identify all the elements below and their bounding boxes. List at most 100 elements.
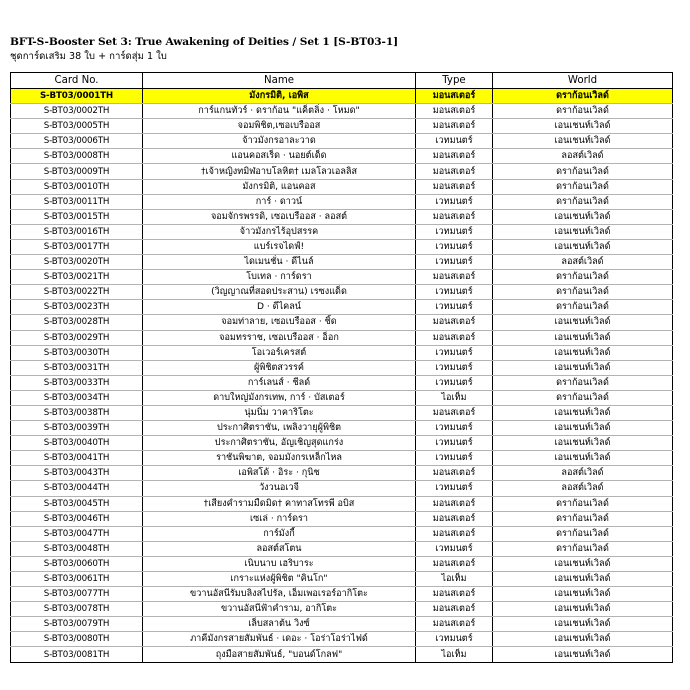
cell-type: มอนสเตอร์ <box>415 87 493 105</box>
cell-type: เวทมนตร์ <box>415 374 493 391</box>
cell-card-no: S-BT03/0061TH <box>10 570 143 588</box>
table-row: S-BT03/0081TH ถุงมือสายสัมพันธ์, "บอนด์โก… <box>10 646 673 663</box>
cell-type: มอนสเตอร์ <box>415 586 493 603</box>
cell-card-no: S-BT03/0040TH <box>10 435 143 452</box>
table-row: S-BT03/0016TH จ้าวมังกรไร้อุปสรรค เวทมนตร์… <box>10 223 673 240</box>
cell-card-no: S-BT03/0077TH <box>10 586 143 603</box>
cell-type: เวทมนตร์ <box>415 435 493 452</box>
cell-card-no: S-BT03/0080TH <box>10 631 143 648</box>
cell-name: D · ดีไคลน์ <box>142 299 416 316</box>
cell-name: มังกรมิติ, เอพิส <box>142 87 416 105</box>
cell-card-no: S-BT03/0044TH <box>10 480 143 497</box>
cell-name: การ์เลนส์ · ชีลด์ <box>142 374 416 391</box>
cell-name: ผู้พิชิตสวรรค์ <box>142 359 416 376</box>
cell-name: เซเล่ · การ์ดรา <box>142 510 416 527</box>
cell-name: †เสียงคำรามมืดมิด† คาทาสโทรพี อบิส <box>142 495 416 512</box>
cell-card-no: S-BT03/0033TH <box>10 374 143 391</box>
cell-type: มอนสเตอร์ <box>415 555 493 573</box>
cell-type: มอนสเตอร์ <box>415 118 493 135</box>
cell-name: การ์มังกี้ <box>142 525 416 542</box>
table-row: S-BT03/0034TH ดาบใหญ่มังกรเทพ, การ์ · บัส… <box>10 389 673 406</box>
cell-world: ลอสต์เวิลด์ <box>492 148 673 165</box>
cell-world: เอนเชนท์เวิลด์ <box>492 555 673 573</box>
table-row: S-BT03/0005TH จอมพิชิต,เซอเบรืออส มอนสเตอร… <box>10 118 673 135</box>
table-row: S-BT03/0040TH ประกาศิตราชัน, อัญเชิญสุดแก… <box>10 435 673 452</box>
table-row: S-BT03/0077TH ขวานอัสนีรัมบลิงสไปรัล, เอ็… <box>10 586 673 603</box>
cell-world: เอนเชนท์เวิลด์ <box>492 223 673 240</box>
cell-card-no: S-BT03/0038TH <box>10 404 143 422</box>
cell-world: ดราก้อนเวิลด์ <box>492 540 673 557</box>
table-header-row: Card No. Name Type World <box>10 72 673 89</box>
column-header-type: Type <box>415 72 493 89</box>
cell-name: มังกรมิติ, แอนคอส <box>142 178 416 195</box>
cell-type: มอนสเตอร์ <box>415 314 493 331</box>
cell-card-no: S-BT03/0081TH <box>10 646 143 663</box>
cell-type: ไอเท็ม <box>415 389 493 406</box>
table-row: S-BT03/0041TH ราชันพิฆาต, จอมมังกรเหล็กไห… <box>10 450 673 467</box>
page-subtitle: ชุดการ์ดเสริม 38 ใบ + การ์ดสุ่ม 1 ใบ <box>10 51 167 62</box>
cell-world: ดราก้อนเวิลด์ <box>492 374 673 391</box>
cell-card-no: S-BT03/0028TH <box>10 314 143 331</box>
cell-name: วังวนอเวจี <box>142 480 416 497</box>
table-row: S-BT03/0029TH จอมทรราช, เซอเบรืออส · อ็อก… <box>10 329 673 346</box>
cell-card-no: S-BT03/0005TH <box>10 118 143 135</box>
cell-type: เวทมนตร์ <box>415 238 493 256</box>
cell-card-no: S-BT03/0011TH <box>10 193 143 210</box>
cell-card-no: S-BT03/0029TH <box>10 329 143 346</box>
cell-name: การ์ · ดาวน์ <box>142 193 416 210</box>
cell-world: ดราก้อนเวิลด์ <box>492 269 673 286</box>
cell-name: ลอสต์สโตน <box>142 540 416 557</box>
cell-card-no: S-BT03/0009TH <box>10 163 143 180</box>
cell-world: เอนเชนท์เวิลด์ <box>492 450 673 467</box>
cell-world: เอนเชนท์เวิลด์ <box>492 601 673 618</box>
cell-card-no: S-BT03/0047TH <box>10 525 143 542</box>
cell-world: ดราก้อนเวิลด์ <box>492 299 673 316</box>
cell-name: เกราะแห่งผู้พิชิต "คินโก" <box>142 570 416 588</box>
table-row: S-BT03/0028TH จอมท่าลาย, เซอเบรืออส · ชิ้… <box>10 314 673 331</box>
table-row: S-BT03/0001TH มังกรมิติ, เอพิส มอนสเตอร์ ดร… <box>10 87 673 105</box>
table-row: S-BT03/0060TH เนิบนาบ เฮริบาระ มอนสเตอร์ เอ… <box>10 555 673 573</box>
cell-type: มอนสเตอร์ <box>415 208 493 225</box>
cell-world: ดราก้อนเวิลด์ <box>492 510 673 527</box>
cell-type: มอนสเตอร์ <box>415 601 493 618</box>
table-row: S-BT03/0008TH แอนคอสเร็ด · นอยต์เด็ด มอนสเ… <box>10 148 673 165</box>
cell-type: มอนสเตอร์ <box>415 103 493 120</box>
table-row: S-BT03/0079TH เล็บสลาต้น วิงซ์ มอนสเตอร์ เอ… <box>10 616 673 633</box>
cell-world: เอนเชนท์เวิลด์ <box>492 238 673 256</box>
table-row: S-BT03/0009TH †เจ้าหญิงทมิฬอาบโลหิต† เมลโ… <box>10 163 673 180</box>
title-block: BFT-S-Booster Set 3: True Awakening of D… <box>10 36 682 63</box>
cell-world: เอนเชนท์เวิลด์ <box>492 586 673 603</box>
cell-name: ภาคีมังกรสายสัมพันธ์ · เดอะ · โอร่าโอร่า… <box>142 631 416 648</box>
cell-type: มอนสเตอร์ <box>415 465 493 482</box>
cell-name: แบร์เรจไดฟ์! <box>142 238 416 256</box>
cell-name: ประกาศิตราชัน, เพลิงวายุผู้พิชิต <box>142 420 416 437</box>
cell-world: เอนเชนท์เวิลด์ <box>492 208 673 225</box>
cell-type: เวทมนตร์ <box>415 450 493 467</box>
cell-world: ดราก้อนเวิลด์ <box>492 193 673 210</box>
cell-name: จ้าวมังกรอาละวาด <box>142 133 416 150</box>
table-row: S-BT03/0031TH ผู้พิชิตสวรรค์ เวทมนตร์ เอนเช… <box>10 359 673 376</box>
cell-world: ลอสต์เวิลด์ <box>492 254 673 271</box>
cell-name: เอพิสโด้ · อิระ · กุนิช <box>142 465 416 482</box>
cell-world: ดราก้อนเวิลด์ <box>492 525 673 542</box>
cell-world: ดราก้อนเวิลด์ <box>492 495 673 512</box>
table-row: S-BT03/0080TH ภาคีมังกรสายสัมพันธ์ · เดอะ… <box>10 631 673 648</box>
cell-card-no: S-BT03/0021TH <box>10 269 143 286</box>
cell-card-no: S-BT03/0079TH <box>10 616 143 633</box>
cell-card-no: S-BT03/0006TH <box>10 133 143 150</box>
column-header-world: World <box>492 72 673 89</box>
cell-world: เอนเชนท์เวิลด์ <box>492 646 673 663</box>
cell-world: เอนเชนท์เวิลด์ <box>492 616 673 633</box>
cell-card-no: S-BT03/0048TH <box>10 540 143 557</box>
cell-world: เอนเชนท์เวิลด์ <box>492 435 673 452</box>
cell-type: มอนสเตอร์ <box>415 525 493 542</box>
cell-name: ขวานอัสนีรัมบลิงสไปรัล, เอ็มเพอเรอร์อากิ… <box>142 586 416 603</box>
cell-card-no: S-BT03/0023TH <box>10 299 143 316</box>
cell-type: เวทมนตร์ <box>415 223 493 240</box>
cell-name: แอนคอสเร็ด · นอยต์เด็ด <box>142 148 416 165</box>
cell-world: เอนเชนท์เวิลด์ <box>492 314 673 331</box>
table-row: S-BT03/0021TH โบเทล · การ์ดรา มอนสเตอร์ ดรา… <box>10 269 673 286</box>
cell-name: จอมพิชิต,เซอเบรืออส <box>142 118 416 135</box>
cell-world: เอนเชนท์เวิลด์ <box>492 329 673 346</box>
table-row: S-BT03/0047TH การ์มังกี้ มอนสเตอร์ ดราก้อนเ… <box>10 525 673 542</box>
